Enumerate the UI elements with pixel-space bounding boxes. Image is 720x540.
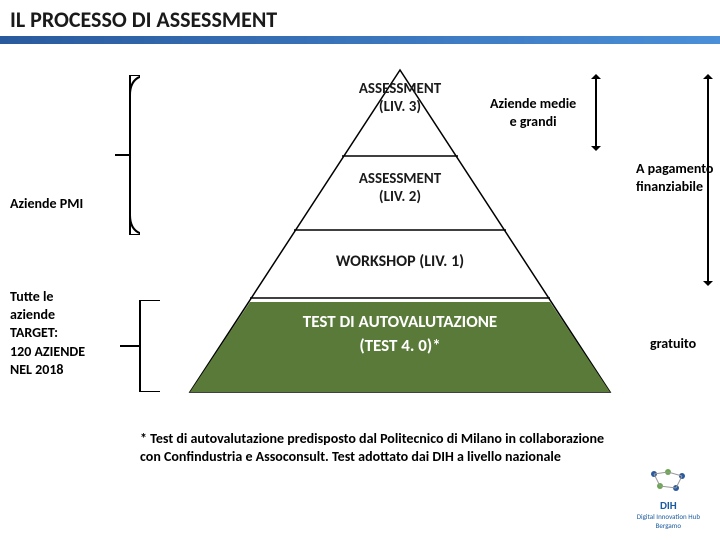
pyramid-layer-2: ASSESSMENT (LIV. 2)	[290, 170, 510, 206]
pyramid-layer-1: WORKSHOP (LIV. 1)	[245, 252, 555, 271]
footnote: * Test di autovalutazione predisposto da…	[140, 430, 620, 466]
label-paid: A pagamento finanziabile	[636, 160, 713, 196]
arrow-medie-grandi	[595, 75, 597, 150]
logo-sub3: Bergamo	[637, 521, 700, 530]
bracket-pmi	[100, 75, 140, 235]
bracket-target	[110, 300, 170, 392]
header-bar	[0, 36, 720, 44]
page-title: IL PROCESSO DI ASSESSMENT	[10, 6, 277, 33]
pyramid-layer-0: TEST DI AUTOVALUTAZIONE (TEST 4. 0)*	[190, 310, 610, 358]
label-free: gratuito	[650, 335, 696, 353]
logo-sub: Digital Innovation Hub	[637, 512, 700, 521]
logo-main: DIH	[637, 499, 700, 512]
label-mid-left: Aziende PMI	[10, 195, 83, 213]
pyramid-layer-3: ASSESSMENT (LIV. 3)	[335, 80, 465, 116]
label-bottom-left: Tutte le aziende TARGET: 120 AZIENDE NEL…	[10, 288, 85, 379]
logo-icon	[646, 468, 690, 494]
label-top-right: Aziende medie e grandi	[490, 95, 576, 131]
logo: DIH Digital Innovation Hub Bergamo	[637, 468, 700, 530]
